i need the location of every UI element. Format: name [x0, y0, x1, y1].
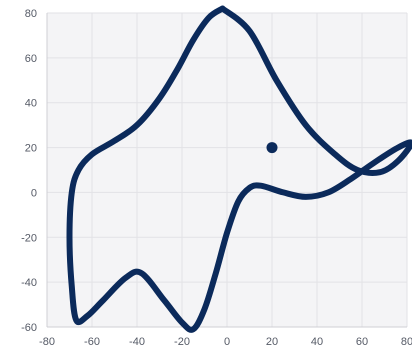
x-tick-label: 80 [401, 336, 412, 348]
points-group [266, 142, 278, 154]
y-axis: 80 60 40 20 0 -20 -40 -60 [21, 8, 48, 334]
x-tick-label: 20 [266, 336, 278, 348]
y-tick-label: 60 [25, 53, 37, 65]
y-tick-label: 80 [25, 8, 37, 20]
y-tick-label: 40 [25, 98, 37, 110]
x-tick-label: 60 [356, 336, 368, 348]
y-tick-label: -60 [21, 322, 37, 334]
x-tick-label: -80 [39, 336, 55, 348]
x-tick-label: 0 [224, 336, 230, 348]
x-axis: -80 -60 -40 -20 0 20 40 60 80 [39, 326, 412, 348]
y-tick-label: 0 [31, 187, 37, 199]
y-tick-label: 20 [25, 143, 37, 155]
y-tick-label: -20 [21, 232, 37, 244]
x-tick-label: -20 [174, 336, 190, 348]
data-point [266, 142, 278, 154]
series-line [66, 5, 412, 333]
series-group [66, 5, 412, 333]
x-tick-label: 40 [311, 336, 323, 348]
x-tick-label: -60 [84, 336, 100, 348]
y-tick-label: -40 [21, 277, 37, 289]
x-tick-label: -40 [129, 336, 145, 348]
